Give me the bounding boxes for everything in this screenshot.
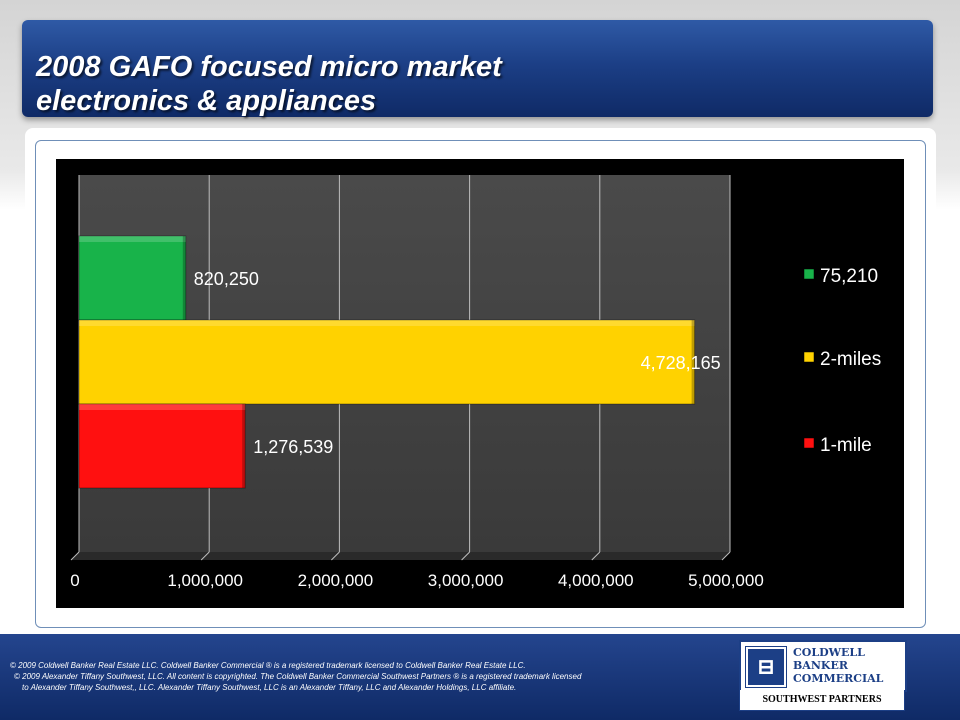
legend-label-0: 75,210 <box>820 266 878 287</box>
legend-label-2: 1-mile <box>820 435 872 456</box>
data-label-0: 820,250 <box>194 269 259 289</box>
x-tick-label: 3,000,000 <box>428 571 504 590</box>
gridline-floor <box>70 551 80 561</box>
page-title-line-1: 2008 GAFO focused micro market <box>36 51 502 83</box>
bar-highlight-2 <box>79 404 246 410</box>
bar-highlight-1 <box>79 320 695 326</box>
gridline-floor <box>461 551 470 561</box>
legend-swatch-1 <box>803 351 815 363</box>
x-tick-label: 2,000,000 <box>298 571 374 590</box>
x-tick-label: 1,000,000 <box>167 571 243 590</box>
data-label-1: 4,728,165 <box>641 353 721 373</box>
gridline-floor <box>331 551 340 561</box>
x-tick-label: 0 <box>70 571 79 590</box>
bar-0 <box>78 235 187 321</box>
bar-highlight-0 <box>79 236 186 242</box>
x-tick-label: 4,000,000 <box>558 571 634 590</box>
bar-edge-1 <box>691 320 695 404</box>
bar-edge-0 <box>182 236 186 320</box>
x-tick-label: 5,000,000 <box>688 571 764 590</box>
gridline-floor <box>591 551 601 561</box>
company-logo: ⊟ COLDWELL BANKER COMMERCIAL <box>739 640 907 692</box>
gridline-floor <box>200 551 210 561</box>
data-label-2: 1,276,539 <box>253 437 333 457</box>
plot-floor <box>71 552 730 560</box>
logo-word-1: COLDWELL <box>793 646 865 659</box>
footer-copyright-line-3: to Alexander Tiffany Southwest,, LLC. Al… <box>22 683 517 692</box>
bar-2 <box>78 403 246 489</box>
bar-1 <box>78 319 696 405</box>
legend-label-1: 2-miles <box>820 349 881 370</box>
footer-copyright-line-2: © 2009 Alexander Tiffany Southwest, LLC.… <box>14 672 582 681</box>
bar-edge-2 <box>242 404 246 488</box>
page-title-line-2: electronics & appliances <box>36 85 377 117</box>
logo-word-2: BANKER <box>793 659 848 672</box>
logo-subtitle: SOUTHWEST PARTNERS <box>739 690 905 711</box>
gridline-floor <box>721 551 731 561</box>
logo-word-3: COMMERCIAL <box>793 672 884 685</box>
legend-swatch-2 <box>803 437 815 449</box>
footer-copyright-line-1: © 2009 Coldwell Banker Real Estate LLC. … <box>10 661 526 670</box>
legend-swatch-0 <box>803 268 815 280</box>
logo-emblem-icon: ⊟ <box>745 646 787 688</box>
title-banner: 2008 GAFO focused micro market electroni… <box>22 20 933 117</box>
